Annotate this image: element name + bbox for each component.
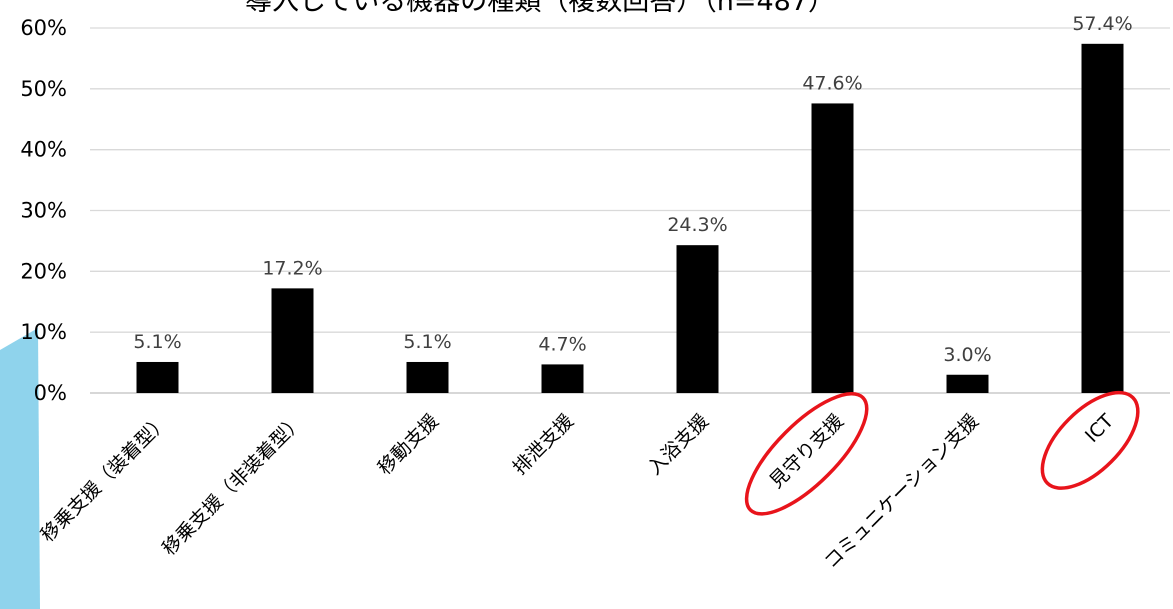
category-label: 移動支援: [374, 410, 443, 479]
category-label: 移乗支援（装着型）: [37, 410, 173, 546]
category-label: ICT: [1081, 410, 1118, 447]
bar: [811, 103, 854, 393]
gridlines: [90, 27, 1170, 394]
y-tick-label: 50%: [20, 77, 67, 101]
y-tick-label: 10%: [20, 320, 67, 344]
category-label: 排泄支援: [509, 410, 578, 479]
y-tick-label: 40%: [20, 138, 67, 162]
data-label: 47.6%: [802, 72, 862, 94]
data-label: 5.1%: [403, 331, 451, 353]
highlight-ellipse: [744, 391, 869, 516]
x-axis-labels: 移乗支援（装着型）移乗支援（非装着型） 移動支援 排泄支援 入浴支援 見守り支援コミュニ…: [37, 410, 1119, 573]
bar: [1081, 43, 1124, 394]
category-label: 入浴支援: [644, 410, 713, 479]
bar: [406, 361, 449, 393]
highlight-ellipse: [1040, 390, 1140, 490]
category-label: 見守り支援: [765, 410, 848, 493]
data-label: 24.3%: [667, 214, 727, 236]
data-label: 57.4%: [1072, 13, 1132, 35]
data-label: 4.7%: [538, 333, 586, 355]
bars: [136, 43, 1124, 394]
y-tick-label: 20%: [20, 259, 67, 283]
data-label: 5.1%: [133, 331, 181, 353]
category-label: 移乗支援（非装着型）: [158, 410, 308, 560]
bar: [676, 245, 719, 393]
y-tick-label: 60%: [20, 16, 67, 40]
bar: [136, 361, 179, 393]
data-label: 17.2%: [262, 257, 322, 279]
bar: [271, 288, 314, 393]
y-tick-label: 30%: [20, 199, 67, 223]
y-axis-ticks: 0% 10% 20% 30% 40% 50% 60%: [20, 16, 67, 405]
data-label: 3.0%: [943, 344, 991, 366]
bar: [541, 364, 584, 393]
chart-title: 導入している機器の種類（複数回答）（n=487）: [245, 0, 835, 17]
data-labels: 5.1% 17.2% 5.1% 4.7% 24.3% 47.6% 3.0% 57.4%: [133, 13, 1132, 366]
decorative-accent-shape: [0, 328, 40, 609]
category-label: コミュニケーション支援: [820, 410, 983, 573]
bar: [946, 374, 989, 393]
highlight-circles: [744, 390, 1140, 516]
y-tick-label: 0%: [34, 381, 67, 405]
